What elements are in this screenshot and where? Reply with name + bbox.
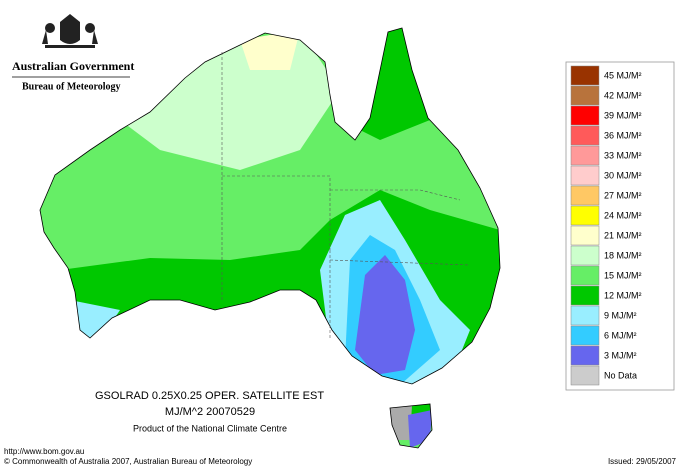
legend-label: 9 MJ/M² [604,310,637,320]
footer-issued: Issued: 29/05/2007 [608,457,677,466]
legend-swatch [570,145,600,166]
legend: 45 MJ/M² 42 MJ/M² 39 MJ/M² 36 MJ/M² 33 MJ/M²… [565,61,675,391]
legend-swatch [570,305,600,326]
caption-units-date: MJ/M^2 20070529 [165,406,255,418]
legend-swatch [570,345,600,366]
legend-label: 36 MJ/M² [604,130,642,140]
legend-swatch [570,165,600,186]
legend-swatch [570,265,600,286]
legend-swatch [570,225,600,246]
government-name: Australian Government [12,59,134,73]
legend-swatch [570,65,600,86]
legend-swatch [570,325,600,346]
caption-source: Product of the National Climate Centre [133,423,287,433]
legend-swatch [570,125,600,146]
bureau-name: Bureau of Meteorology [22,81,121,92]
legend-swatch [570,285,600,306]
legend-swatch [570,105,600,126]
legend-label: 6 MJ/M² [604,330,637,340]
legend-label: 3 MJ/M² [604,350,637,360]
caption-product: GSOLRAD 0.25X0.25 OPER. SATELLITE EST [95,390,324,402]
legend-label: No Data [604,370,637,380]
legend-label: 18 MJ/M² [604,250,642,260]
legend-swatch [570,85,600,106]
legend-swatch [570,185,600,206]
legend-label: 21 MJ/M² [604,230,642,240]
legend-label: 42 MJ/M² [604,90,642,100]
footer-url: http://www.bom.gov.au [4,447,84,456]
legend-label: 30 MJ/M² [604,170,642,180]
legend-label: 45 MJ/M² [604,70,642,80]
state-borders [221,52,471,340]
legend-label: 15 MJ/M² [604,270,642,280]
footer-copyright: © Commonwealth of Australia 2007, Austra… [4,457,252,466]
legend-label: 27 MJ/M² [604,190,642,200]
legend-label: 33 MJ/M² [604,150,642,160]
legend-label: 39 MJ/M² [604,110,642,120]
legend-swatch [570,245,600,266]
legend-swatch [570,205,600,226]
legend-swatch [570,365,600,386]
legend-label: 12 MJ/M² [604,290,642,300]
coastline [39,27,501,449]
crest [42,14,98,48]
legend-label: 24 MJ/M² [604,210,642,220]
